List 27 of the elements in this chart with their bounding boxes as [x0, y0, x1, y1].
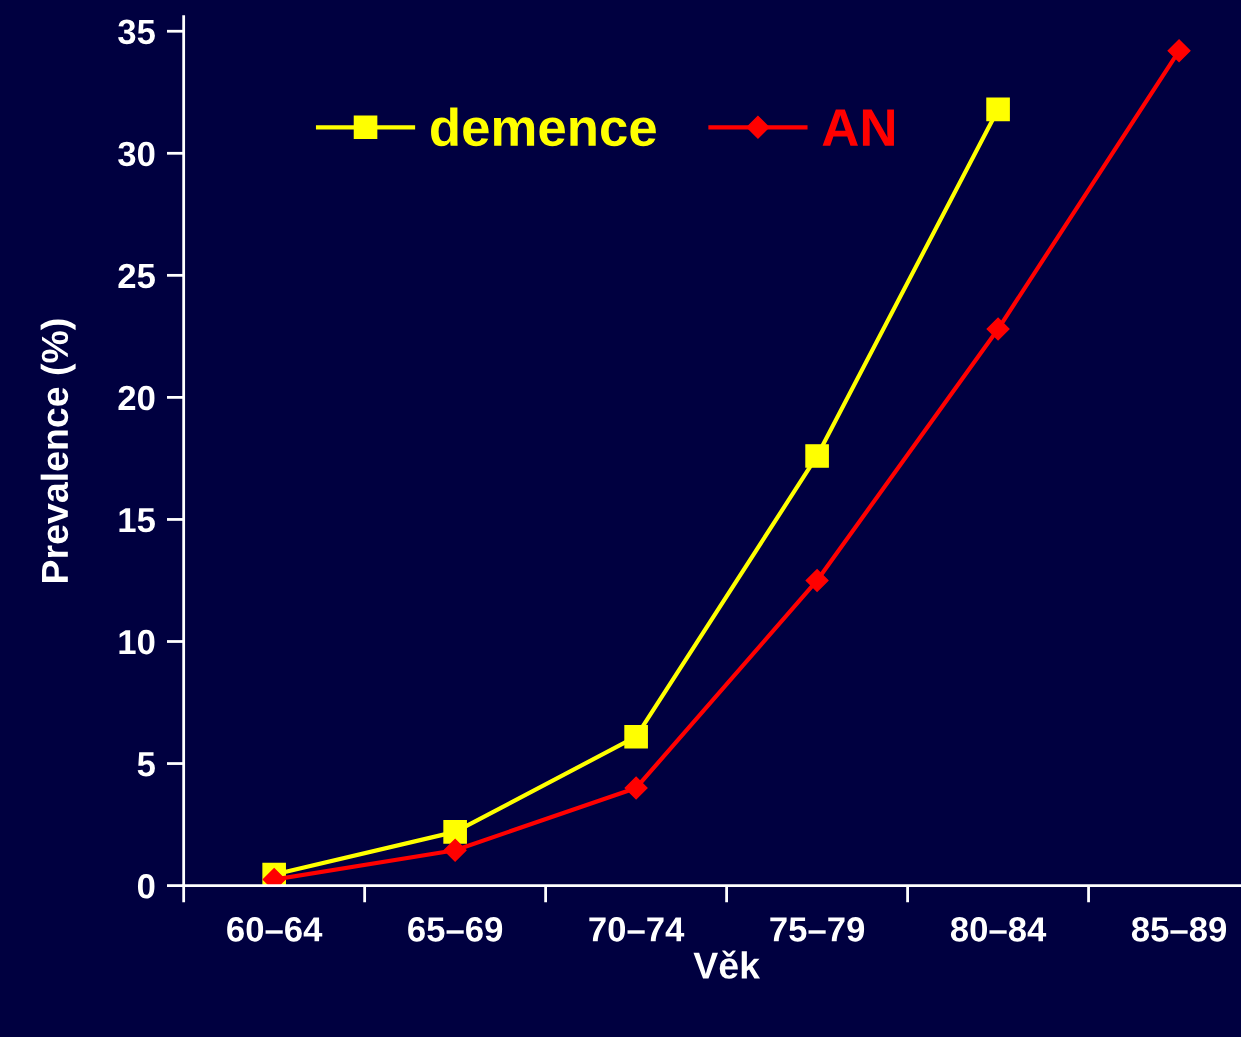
- legend-label: demence: [431, 107, 656, 147]
- x-tick-label: 75–79: [770, 917, 865, 942]
- x-tick-label: 60–64: [227, 917, 323, 942]
- y-tick-label: 35: [118, 19, 155, 45]
- point: [624, 724, 648, 749]
- point: [443, 820, 467, 844]
- y-axis-title: Prevalence (%): [40, 319, 76, 582]
- point: [443, 838, 467, 862]
- x-axis-title: Věk: [693, 950, 761, 979]
- x-tick-label: 70–74: [589, 917, 685, 942]
- point: [805, 444, 829, 468]
- y-tick-label: 5: [137, 752, 155, 777]
- legend-label: AN: [822, 109, 894, 146]
- y-tick-label: 30: [118, 141, 155, 167]
- point: [986, 97, 1010, 122]
- y-tick-label: 10: [119, 629, 155, 655]
- y-tick-label: 15: [119, 508, 155, 533]
- point: [986, 317, 1010, 341]
- y-tick-label: 25: [118, 263, 155, 289]
- point: [805, 568, 829, 592]
- x-tick-label: 85–89: [1131, 917, 1227, 942]
- x-tick-label: 80–84: [950, 917, 1047, 942]
- point: [624, 776, 648, 800]
- y-tick-label: 0: [137, 873, 155, 899]
- y-tick-label: 20: [118, 385, 155, 411]
- x-tick-label: 65–69: [408, 917, 503, 942]
- point: [1167, 39, 1191, 63]
